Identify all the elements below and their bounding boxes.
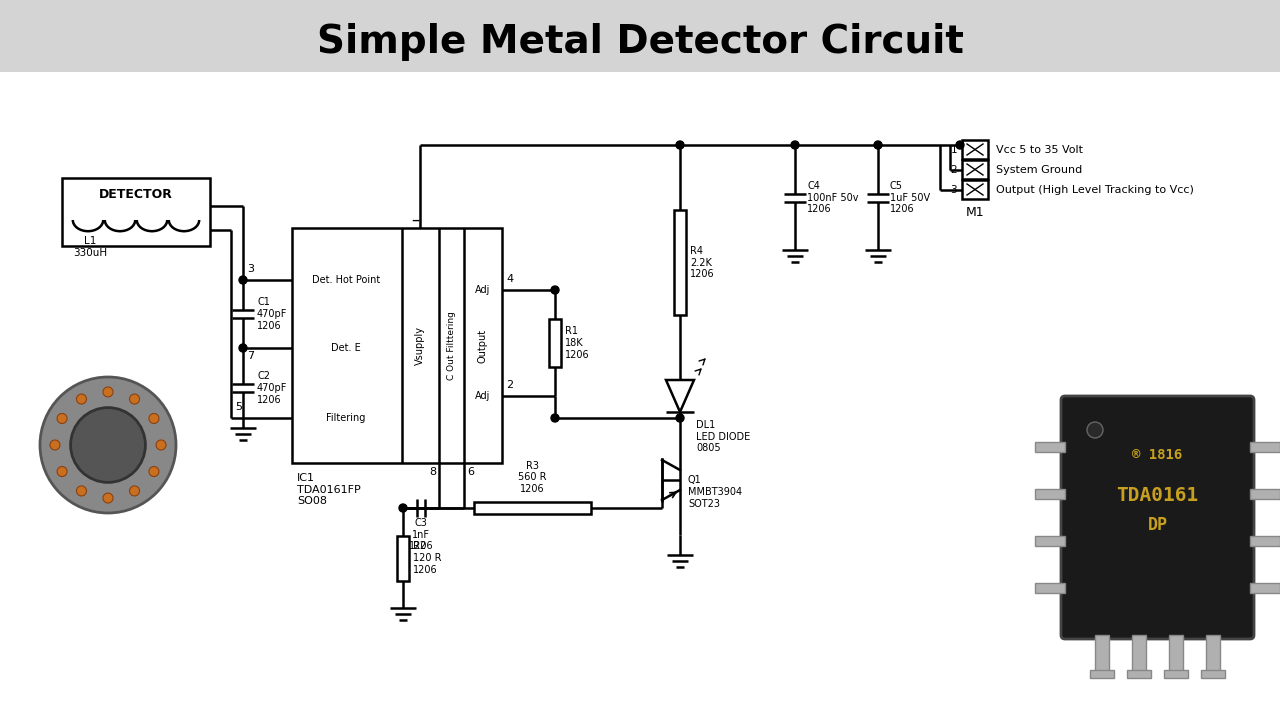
Text: C3
1nF
1206: C3 1nF 1206: [408, 518, 434, 552]
Circle shape: [40, 377, 177, 513]
Bar: [1126, 670, 1151, 678]
Circle shape: [550, 414, 559, 422]
Circle shape: [102, 387, 113, 397]
Text: Det. Hot Point: Det. Hot Point: [312, 275, 380, 285]
Circle shape: [956, 141, 964, 149]
Text: 6: 6: [467, 467, 474, 477]
Circle shape: [791, 141, 799, 149]
Text: R1
18K
1206: R1 18K 1206: [564, 326, 590, 359]
Text: C1
470pF
1206: C1 470pF 1206: [257, 297, 288, 330]
Bar: [61, 178, 210, 246]
Text: R4
2.2K
1206: R4 2.2K 1206: [690, 246, 714, 279]
Circle shape: [77, 394, 87, 404]
Text: DETECTOR: DETECTOR: [99, 187, 173, 200]
Text: Det. E: Det. E: [332, 343, 361, 353]
Text: TDA0161: TDA0161: [1116, 485, 1198, 505]
Text: 5: 5: [236, 402, 242, 412]
Text: Output: Output: [477, 328, 486, 363]
Bar: [1036, 583, 1065, 593]
Bar: [963, 160, 988, 179]
Text: DL1
LED DIODE
0805: DL1 LED DIODE 0805: [696, 420, 750, 453]
Bar: [1201, 670, 1225, 678]
Circle shape: [129, 486, 140, 496]
Bar: [1251, 489, 1280, 499]
Text: Adj: Adj: [475, 285, 490, 295]
Circle shape: [874, 141, 882, 149]
Circle shape: [102, 493, 113, 503]
Circle shape: [156, 440, 166, 450]
Circle shape: [399, 504, 407, 512]
Text: –: –: [411, 211, 419, 229]
Text: 2: 2: [506, 380, 513, 390]
Bar: [1091, 670, 1114, 678]
Text: DP: DP: [1147, 516, 1167, 534]
Bar: [1251, 442, 1280, 452]
Text: Vsupply: Vsupply: [415, 326, 425, 365]
Bar: [1164, 670, 1188, 678]
Bar: [963, 180, 988, 199]
Text: Filtering: Filtering: [326, 413, 366, 423]
Text: Simple Metal Detector Circuit: Simple Metal Detector Circuit: [316, 23, 964, 61]
Text: System Ground: System Ground: [996, 165, 1083, 175]
Bar: [675, 210, 686, 315]
Text: IC1
TDA0161FP
SO08: IC1 TDA0161FP SO08: [297, 473, 361, 506]
Text: L1
330uH: L1 330uH: [73, 236, 108, 258]
Text: M1: M1: [965, 206, 984, 219]
Circle shape: [239, 344, 247, 352]
Bar: [1206, 635, 1220, 675]
Circle shape: [58, 413, 67, 423]
Text: 7: 7: [247, 351, 255, 361]
Bar: [0, 0, 1280, 72]
Bar: [1251, 536, 1280, 546]
Bar: [397, 536, 410, 580]
Bar: [1036, 536, 1065, 546]
Bar: [292, 228, 502, 463]
Circle shape: [70, 408, 146, 482]
Bar: [1036, 442, 1065, 452]
Text: C Out Filttering: C Out Filttering: [447, 311, 456, 380]
Text: Adj: Adj: [475, 391, 490, 401]
Bar: [1251, 583, 1280, 593]
Circle shape: [239, 276, 247, 284]
Circle shape: [550, 286, 559, 294]
Text: 1: 1: [950, 145, 957, 155]
Bar: [1132, 635, 1146, 675]
Bar: [963, 140, 988, 159]
Text: ® 1816: ® 1816: [1133, 448, 1183, 462]
Text: C5
1uF 50V
1206: C5 1uF 50V 1206: [890, 181, 931, 214]
Polygon shape: [666, 380, 694, 412]
Circle shape: [77, 486, 87, 496]
Bar: [1169, 635, 1183, 675]
Bar: [1094, 635, 1108, 675]
Text: R2
120 R
1206: R2 120 R 1206: [413, 541, 442, 575]
Circle shape: [1087, 422, 1103, 438]
Text: C4
100nF 50v
1206: C4 100nF 50v 1206: [806, 181, 859, 214]
Text: Q1
MMBT3904
SOT23: Q1 MMBT3904 SOT23: [689, 475, 742, 508]
Text: C2
470pF
1206: C2 470pF 1206: [257, 372, 288, 405]
Circle shape: [676, 141, 684, 149]
Bar: [549, 319, 561, 367]
Circle shape: [50, 440, 60, 450]
Text: 4: 4: [506, 274, 513, 284]
Text: 8: 8: [429, 467, 436, 477]
Circle shape: [58, 467, 67, 477]
Text: R3
560 R
1206: R3 560 R 1206: [518, 461, 547, 494]
Circle shape: [148, 467, 159, 477]
Text: 3: 3: [950, 185, 957, 195]
Text: 3: 3: [247, 264, 253, 274]
FancyBboxPatch shape: [1061, 396, 1254, 639]
Text: Vcc 5 to 35 Volt: Vcc 5 to 35 Volt: [996, 145, 1083, 155]
Text: 2: 2: [950, 165, 957, 175]
Bar: [474, 502, 591, 514]
Bar: [1036, 489, 1065, 499]
Circle shape: [129, 394, 140, 404]
Text: Output (High Level Tracking to Vcc): Output (High Level Tracking to Vcc): [996, 185, 1194, 195]
Circle shape: [148, 413, 159, 423]
Circle shape: [676, 414, 684, 422]
